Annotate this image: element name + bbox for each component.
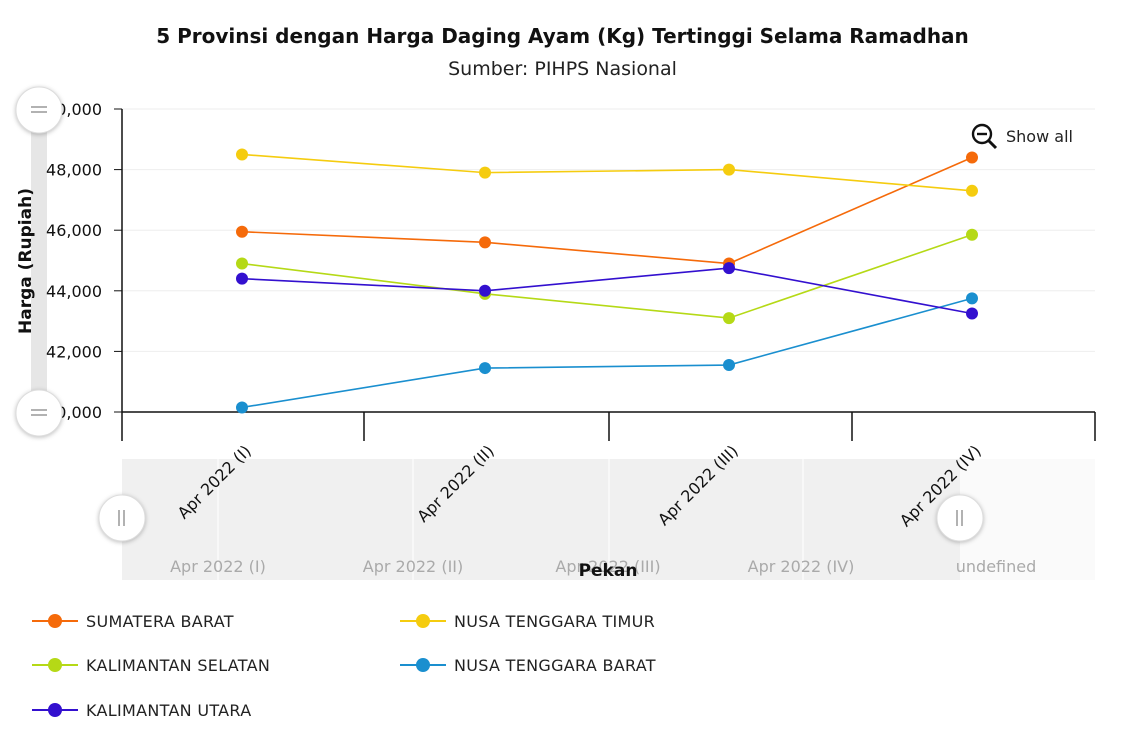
series-line <box>241 156 973 265</box>
y-scrollbar[interactable] <box>31 108 47 414</box>
y-zoom-handle-bottom[interactable] <box>15 389 63 437</box>
legend-swatch <box>30 655 78 675</box>
y-tick-label: 46,000 <box>46 221 102 240</box>
data-point[interactable] <box>723 312 735 325</box>
legend-item[interactable]: NUSA TENGGARA BARAT <box>398 650 656 680</box>
data-point[interactable] <box>966 292 978 305</box>
data-point[interactable] <box>966 151 978 164</box>
data-point[interactable] <box>723 163 735 176</box>
legend-swatch <box>30 611 78 631</box>
legend-item[interactable]: KALIMANTAN UTARA <box>30 695 251 725</box>
y-tick-label: 42,000 <box>46 342 102 361</box>
legend-swatch <box>30 700 78 720</box>
navigator-label: Apr 2022 (IV) <box>748 557 855 576</box>
series-line <box>241 297 973 409</box>
data-point[interactable] <box>236 257 248 270</box>
navigator[interactable]: Apr 2022 (I) Apr 2022 (II) Apr 2022 (III) A… <box>122 459 1095 580</box>
line-chart: Apr 2022 (I) Apr 2022 (II) Apr 2022 (III) A… <box>15 86 1096 581</box>
legend-swatch <box>398 655 446 675</box>
data-point[interactable] <box>966 184 978 197</box>
navigator-label: undefined <box>956 557 1037 576</box>
data-point[interactable] <box>236 225 248 238</box>
show-all-label: Show all <box>1006 126 1073 146</box>
y-tick-label: 44,000 <box>46 282 102 301</box>
data-point[interactable] <box>723 262 735 275</box>
navigator-label: Apr 2022 (II) <box>363 557 464 576</box>
data-point[interactable] <box>723 359 735 372</box>
y-zoom-handle-top[interactable] <box>15 86 63 134</box>
data-point[interactable] <box>236 148 248 161</box>
zoom-out-icon <box>971 123 998 150</box>
y-scrollbar-track <box>31 108 47 414</box>
legend-label: NUSA TENGGARA BARAT <box>454 655 656 675</box>
data-point[interactable] <box>479 166 491 179</box>
x-zoom-handle-left[interactable] <box>98 494 146 542</box>
series-line <box>241 153 973 192</box>
y-tick-label: 48,000 <box>46 161 102 180</box>
data-point[interactable] <box>966 228 978 241</box>
data-point[interactable] <box>479 362 491 375</box>
series-points <box>236 148 978 414</box>
x-zoom-handle-right[interactable] <box>936 494 984 542</box>
x-axis-title: Pekan <box>579 561 638 581</box>
show-all-button[interactable]: Show all <box>970 122 1073 150</box>
navigator-labels: Apr 2022 (I) Apr 2022 (II) Apr 2022 (III) A… <box>170 557 1036 576</box>
legend-swatch <box>398 611 446 631</box>
navigator-label: Apr 2022 (III) <box>555 557 660 576</box>
series-line <box>241 233 973 319</box>
chart-subtitle: Sumber: PIHPS Nasional <box>448 58 677 80</box>
series-line <box>241 267 973 315</box>
chart-title: 5 Provinsi dengan Harga Daging Ayam (Kg)… <box>156 24 969 48</box>
legend-label: NUSA TENGGARA TIMUR <box>454 611 656 631</box>
data-point[interactable] <box>236 272 248 285</box>
legend-label: SUMATERA BARAT <box>86 611 234 631</box>
data-point[interactable] <box>479 236 491 249</box>
navigator-grid <box>217 459 804 580</box>
navigator-label: Apr 2022 (I) <box>170 557 266 576</box>
y-axis-title: Harga (Rupiah) <box>16 188 36 334</box>
series-lines <box>241 153 973 409</box>
zoom-handles[interactable] <box>15 86 984 542</box>
legend-label: KALIMANTAN UTARA <box>86 700 252 720</box>
data-point[interactable] <box>966 307 978 320</box>
legend-label: KALIMANTAN SELATAN <box>86 655 271 675</box>
legend-item[interactable]: SUMATERA BARAT <box>30 606 234 636</box>
data-point[interactable] <box>479 284 491 297</box>
legend-item[interactable]: NUSA TENGGARA TIMUR <box>398 606 655 636</box>
legend-item[interactable]: KALIMANTAN SELATAN <box>30 650 270 680</box>
data-point[interactable] <box>236 401 248 414</box>
